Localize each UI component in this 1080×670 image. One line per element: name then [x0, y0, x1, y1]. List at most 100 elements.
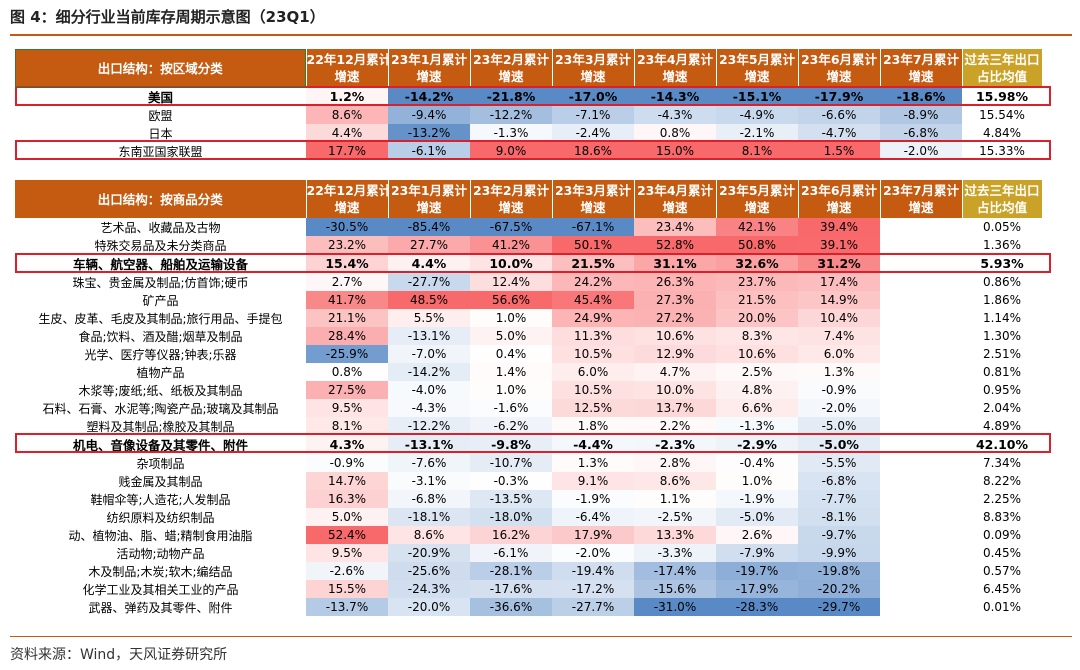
growth-cell: 15.0% — [634, 142, 716, 160]
growth-cell: 5.5% — [388, 309, 470, 327]
growth-cell: 14.9% — [798, 291, 880, 309]
growth-cell: -6.8% — [880, 124, 962, 142]
column-header-line: 占比均值 — [976, 69, 1027, 84]
growth-cell: -6.8% — [388, 490, 470, 508]
growth-cell: 17.9% — [552, 526, 634, 544]
share-cell: 1.86% — [982, 293, 1022, 307]
growth-cell — [880, 598, 962, 616]
table-row: 光学、医疗等仪器;钟表;乐器 -25.9% -7.0% 0.4% 10.5% 12.9% 1… — [15, 345, 1042, 363]
row-label: 纺织原料及纺织制品 — [106, 510, 215, 525]
growth-cell: 56.6% — [470, 291, 552, 309]
growth-cell: 13.7% — [634, 399, 716, 417]
column-header-line: 23年3月累计 — [554, 183, 632, 198]
row-label: 活动物;动物产品 — [116, 546, 205, 561]
row-label: 光学、医疗等仪器;钟表;乐器 — [84, 347, 237, 362]
row-label: 塑料及其制品;橡胶及其制品 — [86, 419, 235, 434]
column-header-line: 增速 — [744, 200, 770, 215]
growth-cell: 9.0% — [470, 142, 552, 160]
growth-cell: 21.5% — [716, 291, 798, 309]
column-header: 过去三年出口 占比均值 — [962, 180, 1043, 218]
column-header-line: 增速 — [908, 200, 934, 215]
share-cell: 6.45% — [982, 582, 1022, 596]
growth-cell: -5.0% — [798, 417, 880, 435]
growth-cell: 1.1% — [634, 490, 716, 508]
growth-cell: -18.0% — [470, 508, 552, 526]
growth-cell — [880, 435, 962, 454]
column-header: 23年7月累计 增速 — [880, 49, 963, 87]
column-header-line: 增速 — [416, 69, 442, 84]
row-label: 特殊交易品及未分类商品 — [94, 238, 227, 253]
share-cell: 0.95% — [982, 383, 1022, 397]
column-header-line: 增速 — [334, 200, 360, 215]
growth-cell: -7.9% — [716, 544, 798, 562]
growth-cell: 8.1% — [306, 417, 388, 435]
column-header: 23年1月累计 增速 — [388, 49, 471, 87]
growth-cell: 8.1% — [716, 142, 798, 160]
growth-cell: 27.7% — [388, 236, 470, 254]
growth-cell: -1.3% — [716, 417, 798, 435]
table-title: 出口结构：按区域分类 — [15, 49, 307, 87]
column-header-line: 增速 — [662, 69, 688, 84]
growth-cell: -13.5% — [470, 490, 552, 508]
growth-cell: -2.4% — [552, 124, 634, 142]
column-header-line: 增速 — [498, 200, 524, 215]
row-label: 东南亚国家联盟 — [118, 144, 203, 159]
column-header-line: 23年2月累计 — [472, 183, 550, 198]
table-row: 活动物;动物产品 9.5% -20.9% -6.1% -2.0% -3.3% -7.9% -9… — [15, 544, 1042, 562]
growth-cell: 50.8% — [716, 236, 798, 254]
column-header-line: 23年2月累计 — [472, 52, 550, 67]
row-label: 珠宝、贵金属及制品;仿首饰;硬币 — [72, 275, 249, 290]
growth-cell: -4.7% — [798, 124, 880, 142]
growth-cell — [880, 562, 962, 580]
growth-cell: -4.4% — [552, 435, 634, 454]
growth-cell: 11.3% — [552, 327, 634, 345]
header-row: 出口结构：按区域分类 22年12月累计 增速 23年1月累计 增速 23年2月累计 增速 23… — [15, 49, 1043, 87]
growth-cell: -19.8% — [798, 562, 880, 580]
growth-cell: 10.5% — [552, 345, 634, 363]
growth-cell: 1.2% — [306, 87, 388, 106]
column-header: 过去三年出口 占比均值 — [962, 49, 1043, 87]
table-row: 化学工业及其相关工业的产品 15.5% -24.3% -17.6% -17.2% -15.… — [15, 580, 1042, 598]
table-row: 塑料及其制品;橡胶及其制品 8.1% -12.2% -6.2% 1.8% 2.2% -1.3… — [15, 417, 1042, 435]
table-row: 武器、弹药及其零件、附件 -13.7% -20.0% -36.6% -27.7% -31.… — [15, 598, 1042, 616]
table-row: 木浆等;废纸;纸、纸板及其制品 27.5% -4.0% 1.0% 10.5% 10.0% 4… — [15, 381, 1042, 399]
growth-cell: 23.7% — [716, 273, 798, 291]
growth-cell: 17.7% — [306, 142, 388, 160]
growth-cell: 23.4% — [634, 218, 716, 236]
growth-cell: -1.9% — [552, 490, 634, 508]
growth-cell: 41.2% — [470, 236, 552, 254]
growth-cell: 13.3% — [634, 526, 716, 544]
growth-cell: 1.0% — [470, 309, 552, 327]
growth-cell: 5.0% — [306, 508, 388, 526]
growth-cell: -19.4% — [552, 562, 634, 580]
growth-cell: -12.2% — [388, 417, 470, 435]
growth-cell: 1.3% — [798, 363, 880, 381]
growth-cell: 31.1% — [634, 254, 716, 273]
table-row: 车辆、航空器、船舶及运输设备 15.4% 4.4% 10.0% 21.5% 31.1% 32… — [15, 254, 1042, 273]
row-label: 化学工业及其相关工业的产品 — [82, 582, 239, 597]
column-header-line: 23年1月累计 — [390, 183, 468, 198]
growth-cell: -15.1% — [716, 87, 798, 106]
growth-cell: 32.6% — [716, 254, 798, 273]
growth-cell: 4.4% — [388, 254, 470, 273]
growth-cell: 1.3% — [552, 454, 634, 472]
growth-cell: 16.3% — [306, 490, 388, 508]
column-header-line: 增速 — [580, 69, 606, 84]
region-table: 出口结构：按区域分类 22年12月累计 增速 23年1月累计 增速 23年2月累计 增速 23… — [15, 49, 1043, 160]
share-cell: 8.22% — [982, 474, 1022, 488]
share-cell: 4.84% — [982, 126, 1022, 140]
growth-cell: -28.1% — [470, 562, 552, 580]
growth-cell: -6.6% — [798, 106, 880, 124]
growth-cell: 7.4% — [798, 327, 880, 345]
table-row: 木及制品;木炭;软木;编结品 -2.6% -25.6% -28.1% -19.4% -17… — [15, 562, 1042, 580]
growth-cell: -17.4% — [634, 562, 716, 580]
growth-cell: -2.0% — [880, 142, 962, 160]
growth-cell: 12.9% — [634, 345, 716, 363]
row-label: 木浆等;废纸;纸、纸板及其制品 — [78, 383, 243, 398]
row-label: 机电、音像设备及其零件、附件 — [72, 438, 248, 453]
growth-cell — [880, 399, 962, 417]
growth-cell: 1.5% — [798, 142, 880, 160]
growth-cell: -17.2% — [552, 580, 634, 598]
growth-cell — [880, 381, 962, 399]
growth-cell: 6.6% — [716, 399, 798, 417]
